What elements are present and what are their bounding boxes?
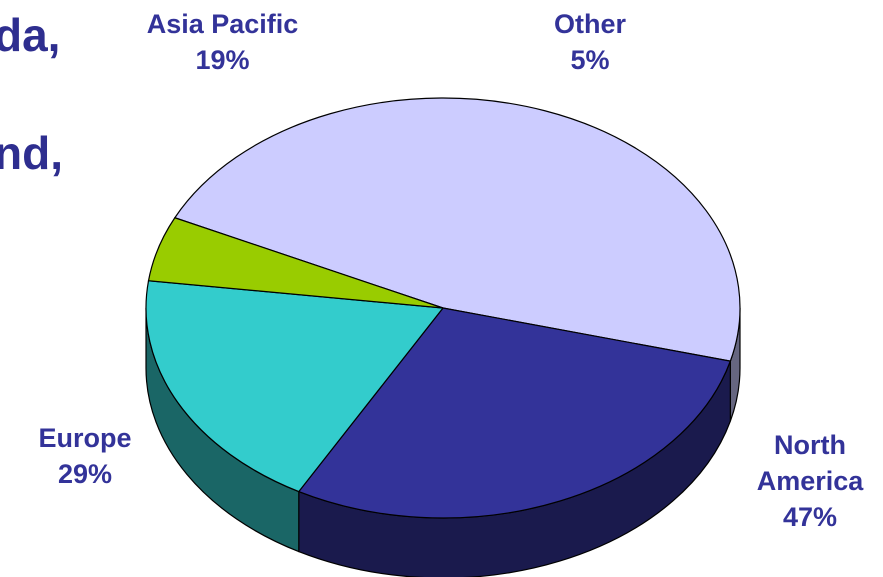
slice-label-text: Europe bbox=[38, 423, 132, 453]
slice-label-europe: Europe 29% bbox=[10, 420, 160, 492]
slice-label-text: America bbox=[756, 466, 864, 496]
slice-label-text: Asia Pacific bbox=[146, 9, 299, 39]
slice-label-asia-pacific: Asia Pacific 19% bbox=[115, 6, 330, 78]
background-text-fragment: da, bbox=[0, 9, 61, 61]
pie-slice-other bbox=[147, 217, 444, 309]
pie-slice-north-america bbox=[173, 97, 741, 362]
slice-label-north-america: North America 47% bbox=[735, 427, 883, 535]
slice-label-text: Other bbox=[553, 9, 626, 39]
slice-percent: 47% bbox=[782, 502, 838, 532]
background-text-fragment: nd, bbox=[0, 127, 63, 179]
slice-percent: 19% bbox=[195, 45, 250, 75]
slice-percent: 5% bbox=[570, 45, 610, 75]
slice-percent: 29% bbox=[57, 459, 113, 489]
slice-label-text: North bbox=[774, 430, 846, 460]
slice-label-other: Other 5% bbox=[525, 6, 655, 78]
pie-slice-europe bbox=[297, 307, 732, 519]
pie-slice-asia-pacific bbox=[145, 280, 445, 493]
